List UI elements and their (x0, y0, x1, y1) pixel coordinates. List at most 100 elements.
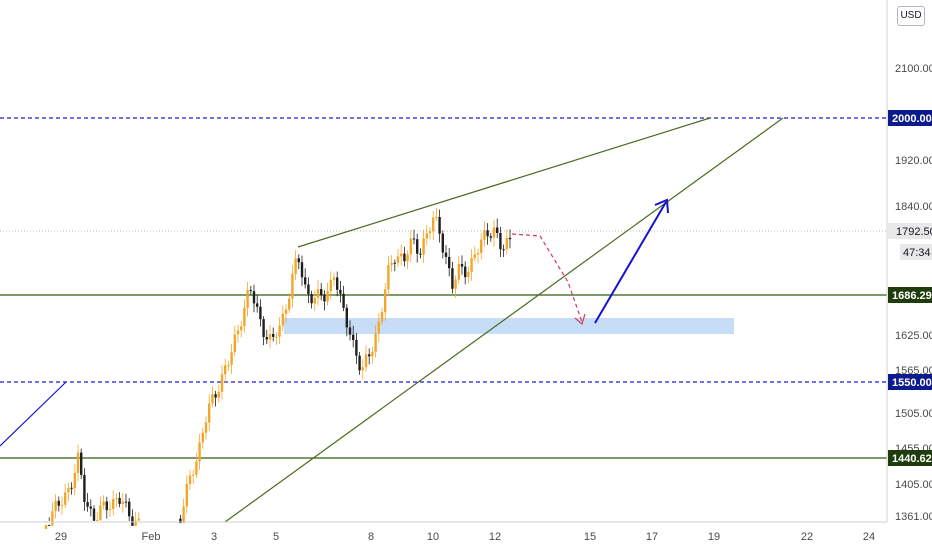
candle-body (329, 279, 332, 292)
candle-body (422, 238, 425, 255)
candle-body (416, 239, 419, 254)
x-axis: 29 Feb 3 5 8 10 12 15 17 19 22 24 (55, 531, 875, 543)
candle-body (281, 313, 284, 326)
x-tick-label: 3 (211, 531, 217, 543)
candle-body (470, 258, 473, 272)
candle-body (393, 262, 396, 264)
candle-body (371, 351, 374, 357)
x-tick-label: Feb (142, 531, 161, 543)
candle-body (268, 334, 272, 340)
candle-body (256, 303, 259, 307)
level-label: 1686.29 (892, 290, 932, 302)
candle-body (339, 289, 342, 294)
candle-body (438, 217, 441, 234)
candle-body (441, 233, 444, 253)
support-zone (284, 318, 734, 334)
candle-body (499, 233, 502, 250)
candle-body (208, 403, 211, 423)
x-tick-label: 19 (708, 531, 720, 543)
candle-body (137, 518, 140, 521)
candle-body (275, 336, 278, 338)
candle-body (105, 501, 108, 511)
candle-body (320, 289, 323, 295)
candle-body (502, 249, 505, 251)
candle-body (284, 309, 288, 314)
candle-body (134, 520, 137, 526)
candle-body (492, 227, 496, 238)
candle-body (457, 264, 460, 280)
candle-body (358, 355, 361, 371)
candle-body (508, 237, 512, 240)
countdown-label-bg (900, 244, 932, 260)
left-diagonal-line[interactable] (0, 381, 67, 447)
candle-body (240, 326, 243, 331)
level-label-bg (888, 287, 932, 303)
candle-body (323, 295, 326, 302)
candle-body (288, 298, 291, 310)
last-price-label-bg (888, 223, 932, 239)
y-tick-label: 1405.00 (895, 479, 932, 491)
candle-body (355, 340, 358, 356)
candle-body (92, 508, 96, 521)
candle-body (489, 236, 492, 238)
y-tick-label: 1920.00 (895, 155, 932, 167)
candle-body (294, 258, 297, 274)
countdown-label: 47:34 (903, 247, 931, 259)
candle-body (89, 506, 92, 509)
y-tick-label: 2100.00 (895, 63, 932, 75)
candle-body (384, 289, 387, 313)
candle-body (425, 233, 428, 239)
candle-body (390, 262, 393, 265)
candle-body (102, 501, 105, 506)
candle-body (304, 277, 307, 285)
candle-body (419, 253, 422, 255)
candle-body (307, 284, 310, 295)
x-tick-label: 8 (368, 531, 374, 543)
candle-body (112, 498, 115, 510)
x-tick-label: 24 (863, 531, 875, 543)
candle-body (224, 365, 227, 375)
upper-trendline[interactable] (297, 117, 711, 248)
candle-body (342, 293, 345, 308)
candle-body (483, 230, 486, 240)
last-price-label: 1792.50 (896, 226, 932, 238)
level-label-bg (888, 374, 932, 390)
candle-body (326, 291, 329, 302)
candle-body (377, 321, 380, 334)
price-scale[interactable]: 2100.001920.001840.001625.001565.001505.… (895, 63, 932, 523)
currency-badge[interactable]: USD (897, 6, 925, 26)
candle-body (352, 334, 355, 340)
candle-body (464, 266, 467, 278)
candle-body (297, 258, 300, 263)
candle-body (233, 334, 236, 353)
projection-down-arrow[interactable] (511, 233, 583, 323)
candle-body (185, 484, 188, 507)
candle-body (310, 294, 313, 304)
lower-trendline[interactable] (224, 117, 784, 523)
projection-down-arrowhead (574, 313, 586, 326)
candle-body (380, 312, 384, 322)
candle-body (80, 452, 83, 475)
candle-body (214, 394, 217, 398)
level-label: 1440.62 (892, 453, 932, 465)
candle-body (211, 394, 214, 404)
candle-body (44, 524, 48, 529)
y-tick-label: 1361.00 (895, 511, 932, 523)
candle-body (448, 256, 451, 269)
x-tick-label: 29 (55, 531, 67, 543)
candle-body (204, 422, 208, 433)
candle-body (131, 516, 134, 526)
candle-body (435, 217, 438, 218)
candle-body (400, 253, 403, 257)
projection-up-arrowhead (654, 198, 669, 214)
candle-body (336, 277, 339, 290)
projection-up-arrow[interactable] (594, 201, 667, 324)
y-tick-label: 1505.00 (895, 408, 932, 420)
level-label-bg (888, 110, 932, 126)
candle-body (188, 475, 192, 485)
x-tick-label: 22 (801, 531, 813, 543)
candle-body (60, 504, 64, 506)
x-tick-label: 15 (584, 531, 596, 543)
candle-body (121, 501, 124, 504)
